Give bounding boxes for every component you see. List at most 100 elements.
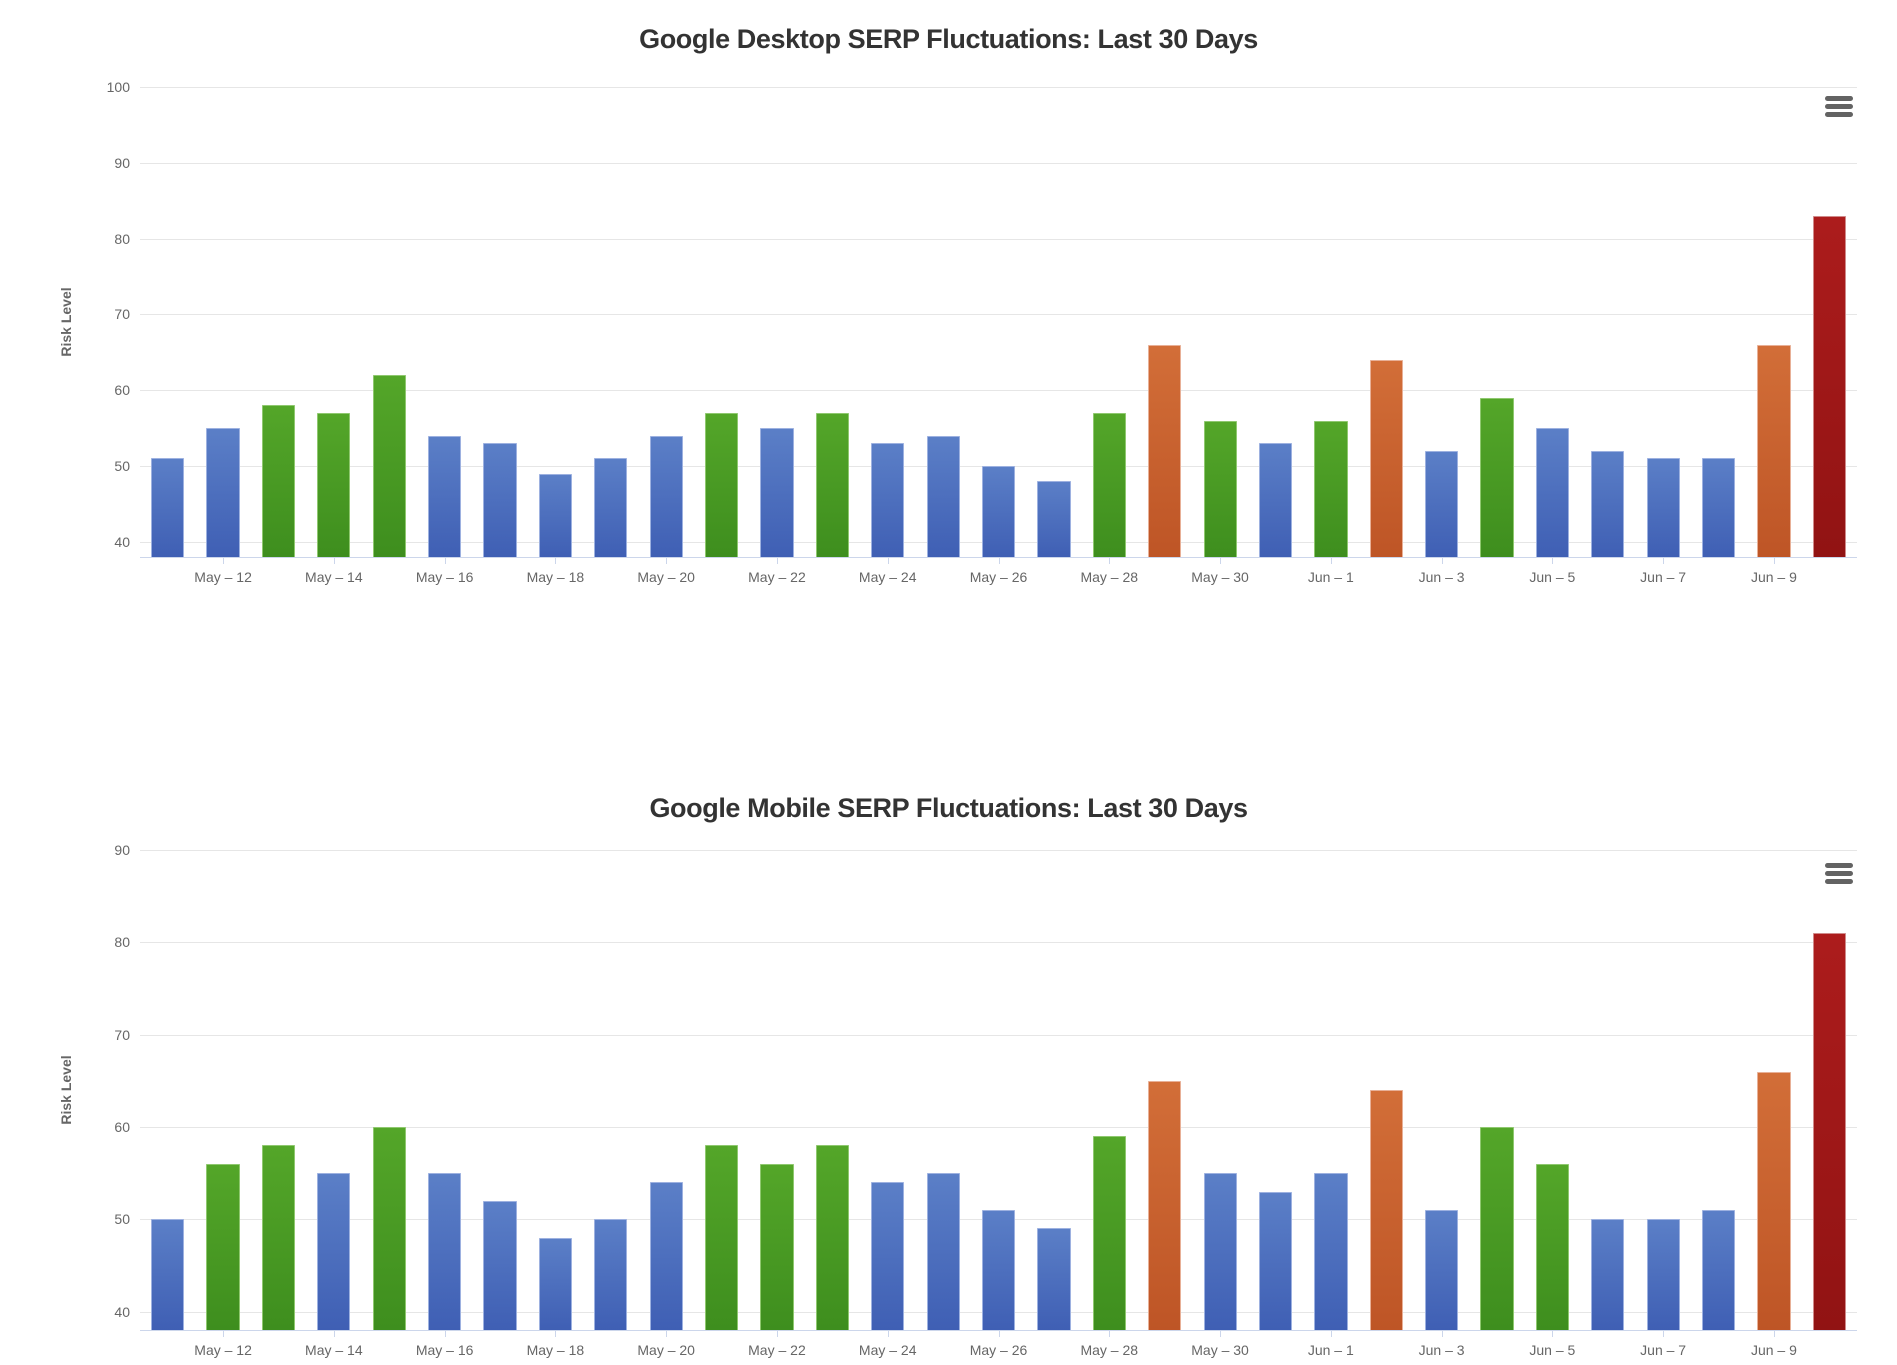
x-tick [1109, 558, 1111, 564]
bar[interactable] [261, 405, 296, 557]
bar[interactable] [1148, 345, 1182, 557]
bar[interactable] [1702, 458, 1736, 557]
bar[interactable] [926, 1173, 960, 1330]
bar-slot [1414, 850, 1469, 1330]
bar[interactable] [151, 1219, 185, 1330]
x-tick-label: May – 12 [194, 1342, 252, 1358]
bar[interactable] [1258, 443, 1293, 557]
bar[interactable] [1591, 451, 1625, 557]
x-tick-label: May – 20 [637, 569, 695, 585]
bar[interactable] [428, 1173, 462, 1330]
bar[interactable] [1148, 1081, 1182, 1330]
bar[interactable] [871, 443, 905, 557]
bar[interactable] [317, 413, 351, 557]
bar-slot [1469, 850, 1524, 1330]
bar[interactable] [372, 1127, 406, 1330]
bar[interactable] [760, 428, 794, 557]
x-tick [887, 558, 889, 564]
bar[interactable] [261, 1145, 296, 1330]
bar[interactable] [1314, 1173, 1348, 1330]
bar[interactable] [815, 413, 849, 557]
y-tick-label: 60 [114, 382, 130, 399]
x-tick [333, 1331, 335, 1337]
bar[interactable] [649, 436, 683, 557]
desktop-serp-chart: Google Desktop SERP Fluctuations: Last 3… [0, 0, 1897, 650]
bar[interactable] [1702, 1210, 1736, 1330]
hamburger-menu-icon[interactable] [1825, 863, 1853, 887]
bar[interactable] [1037, 1228, 1071, 1330]
bar-slot [749, 87, 804, 557]
bar-slot [805, 850, 860, 1330]
bar-slot [1525, 850, 1580, 1330]
bar[interactable] [1646, 1219, 1680, 1330]
bar[interactable] [1369, 1090, 1403, 1330]
bar[interactable] [1425, 1210, 1459, 1330]
bar[interactable] [760, 1164, 794, 1330]
bar[interactable] [1314, 421, 1348, 557]
bar[interactable] [1203, 1173, 1237, 1330]
bar-slot [639, 87, 694, 557]
hamburger-menu-icon[interactable] [1825, 96, 1853, 120]
bar[interactable] [981, 466, 1016, 557]
bar[interactable] [1757, 1072, 1791, 1330]
x-tick [1663, 1331, 1665, 1337]
x-tick-label: May – 24 [858, 569, 917, 585]
bar[interactable] [594, 458, 628, 557]
bar[interactable] [1203, 421, 1237, 557]
bar[interactable] [538, 1238, 573, 1330]
x-tick-label: Jun – 5 [1529, 569, 1576, 585]
bar[interactable] [649, 1182, 683, 1330]
bar[interactable] [206, 1164, 240, 1330]
bar[interactable] [1812, 933, 1847, 1330]
bar[interactable] [981, 1210, 1016, 1330]
bar-slot [971, 87, 1026, 557]
x-tick [998, 1331, 1000, 1337]
bar[interactable] [206, 428, 240, 557]
bar[interactable] [1646, 458, 1680, 557]
bar[interactable] [1812, 216, 1847, 557]
bar-slot [1802, 850, 1857, 1330]
bar[interactable] [815, 1145, 849, 1330]
x-tick-label: May – 18 [526, 1342, 585, 1358]
x-axis: May – 12 May – 14 May – 16 May – 18 May – 20… [140, 1330, 1857, 1365]
bars-group [140, 87, 1857, 557]
bar[interactable] [372, 375, 406, 557]
gridline [140, 850, 1857, 851]
bar-slot [915, 850, 970, 1330]
bar[interactable] [483, 443, 517, 557]
bar[interactable] [538, 474, 573, 557]
bar[interactable] [483, 1201, 517, 1330]
bar[interactable] [1480, 398, 1514, 557]
x-tick [555, 558, 557, 564]
bar[interactable] [1258, 1192, 1293, 1330]
bar[interactable] [1535, 1164, 1570, 1330]
bar[interactable] [926, 436, 960, 557]
x-tick [444, 558, 446, 564]
bar-slot [1580, 87, 1635, 557]
x-tick [887, 1331, 889, 1337]
bar[interactable] [151, 458, 185, 557]
x-tick [1773, 1331, 1775, 1337]
bar[interactable] [1369, 360, 1403, 557]
gridline [140, 162, 1857, 164]
bar[interactable] [704, 1145, 739, 1330]
bar[interactable] [704, 413, 739, 557]
bar[interactable] [1037, 481, 1071, 557]
bar[interactable] [1092, 413, 1126, 557]
x-tick [223, 1331, 225, 1337]
gridline [140, 1126, 1857, 1128]
bar[interactable] [1480, 1127, 1514, 1330]
x-tick-label: Jun – 9 [1750, 569, 1797, 585]
bar[interactable] [1591, 1219, 1625, 1330]
bar[interactable] [1535, 428, 1570, 557]
bar[interactable] [1425, 451, 1459, 557]
x-tick [223, 558, 225, 564]
bar[interactable] [1092, 1136, 1126, 1330]
bar[interactable] [594, 1219, 628, 1330]
bar[interactable] [317, 1173, 351, 1330]
bar[interactable] [1757, 345, 1791, 557]
bar[interactable] [871, 1182, 905, 1330]
y-tick-label: 50 [114, 458, 130, 475]
y-tick-label: 40 [114, 1303, 130, 1320]
bar[interactable] [428, 436, 462, 557]
